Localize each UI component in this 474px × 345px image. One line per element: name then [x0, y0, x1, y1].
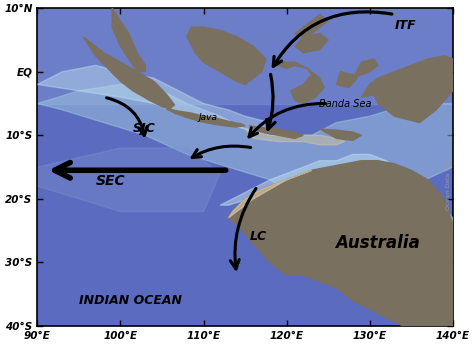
Polygon shape: [220, 154, 453, 230]
Text: SEC: SEC: [96, 174, 125, 188]
Polygon shape: [370, 56, 453, 122]
Text: Banda Sea: Banda Sea: [319, 99, 371, 109]
Text: LC: LC: [249, 230, 266, 244]
Text: Java: Java: [198, 113, 217, 122]
Text: ITF: ITF: [395, 19, 416, 32]
Polygon shape: [37, 85, 453, 199]
Polygon shape: [228, 161, 453, 326]
Polygon shape: [249, 126, 303, 138]
Polygon shape: [166, 109, 245, 127]
Text: SJC: SJC: [133, 122, 155, 136]
Polygon shape: [37, 148, 220, 211]
Polygon shape: [337, 72, 357, 88]
Polygon shape: [37, 8, 453, 103]
Text: Australia: Australia: [336, 234, 420, 252]
Polygon shape: [187, 27, 266, 85]
Polygon shape: [295, 14, 328, 37]
Polygon shape: [37, 65, 270, 129]
Text: Ocean Data View: Ocean Data View: [446, 156, 451, 210]
Polygon shape: [278, 62, 324, 104]
Polygon shape: [228, 170, 311, 218]
Polygon shape: [361, 78, 386, 97]
Polygon shape: [245, 129, 345, 145]
Polygon shape: [353, 59, 378, 78]
Polygon shape: [83, 37, 174, 109]
Polygon shape: [112, 8, 146, 72]
Polygon shape: [320, 129, 361, 140]
Text: INDIAN OCEAN: INDIAN OCEAN: [79, 294, 182, 307]
Polygon shape: [295, 33, 328, 53]
